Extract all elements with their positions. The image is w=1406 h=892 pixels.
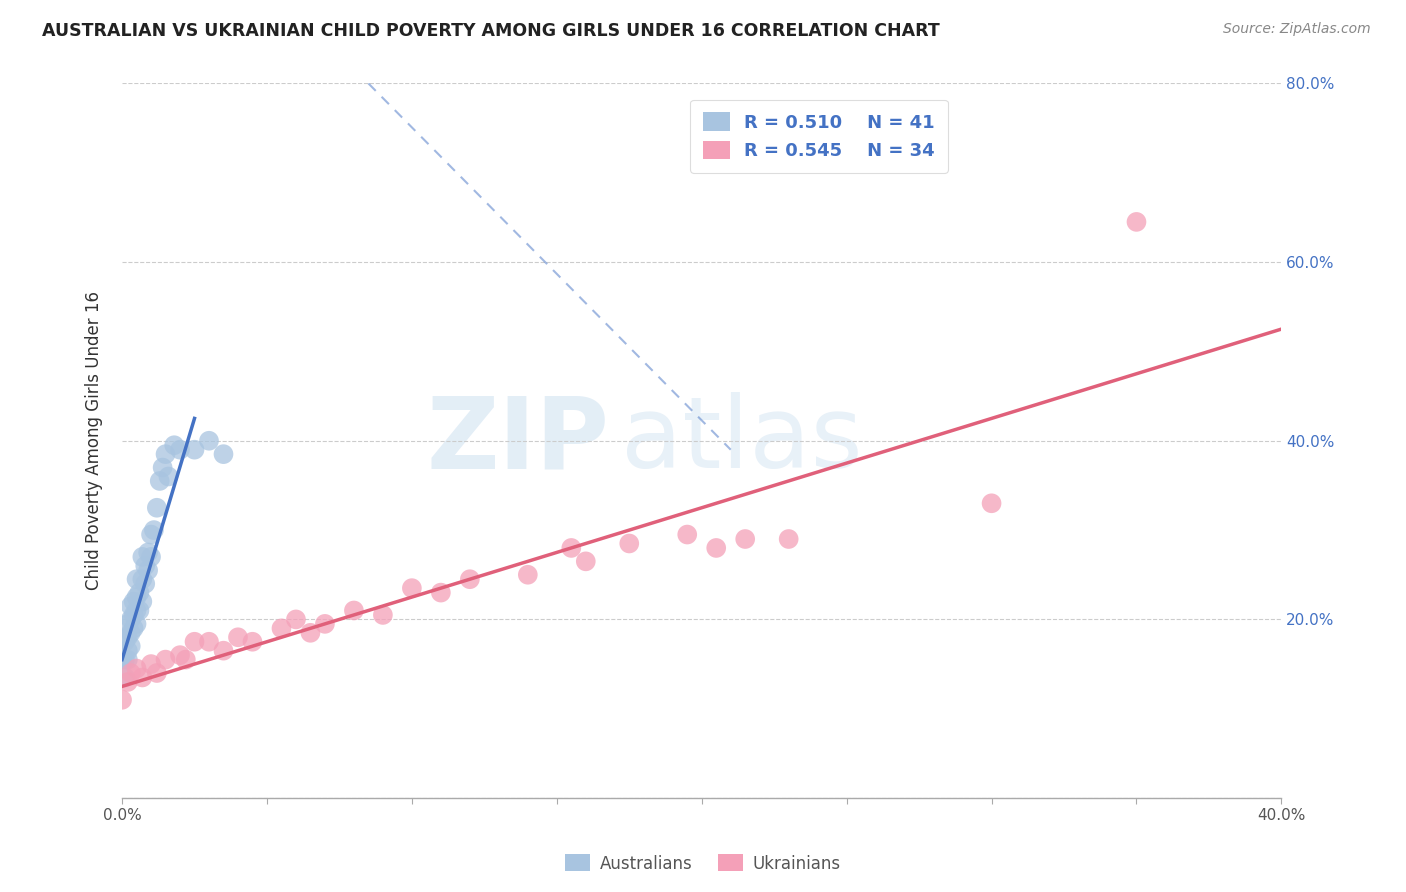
Point bbox=[117, 643, 139, 657]
Point bbox=[1125, 215, 1147, 229]
Point bbox=[134, 558, 156, 573]
Text: Source: ZipAtlas.com: Source: ZipAtlas.com bbox=[1223, 22, 1371, 37]
Point bbox=[183, 634, 205, 648]
Point bbox=[169, 648, 191, 662]
Point bbox=[120, 625, 142, 640]
Point bbox=[284, 612, 307, 626]
Point bbox=[128, 585, 150, 599]
Y-axis label: Child Poverty Among Girls Under 16: Child Poverty Among Girls Under 16 bbox=[86, 292, 103, 591]
Point bbox=[122, 594, 145, 608]
Point bbox=[734, 532, 756, 546]
Point bbox=[131, 594, 153, 608]
Point bbox=[676, 527, 699, 541]
Point bbox=[371, 607, 394, 622]
Point bbox=[174, 652, 197, 666]
Point bbox=[136, 545, 159, 559]
Point bbox=[575, 554, 598, 568]
Point bbox=[111, 652, 134, 666]
Point bbox=[120, 665, 142, 680]
Point bbox=[125, 603, 148, 617]
Point bbox=[242, 634, 264, 648]
Point bbox=[117, 616, 139, 631]
Point bbox=[169, 442, 191, 457]
Point bbox=[122, 621, 145, 635]
Point bbox=[125, 590, 148, 604]
Legend: R = 0.510    N = 41, R = 0.545    N = 34: R = 0.510 N = 41, R = 0.545 N = 34 bbox=[690, 100, 948, 173]
Point bbox=[516, 567, 538, 582]
Point bbox=[120, 639, 142, 653]
Point bbox=[980, 496, 1002, 510]
Text: atlas: atlas bbox=[620, 392, 862, 489]
Point bbox=[198, 634, 221, 648]
Point bbox=[139, 527, 162, 541]
Point bbox=[117, 630, 139, 644]
Point bbox=[131, 670, 153, 684]
Point bbox=[212, 643, 235, 657]
Point bbox=[125, 572, 148, 586]
Point bbox=[128, 603, 150, 617]
Point bbox=[226, 630, 249, 644]
Legend: Australians, Ukrainians: Australians, Ukrainians bbox=[558, 847, 848, 880]
Point bbox=[560, 541, 582, 555]
Point bbox=[198, 434, 221, 448]
Point bbox=[183, 442, 205, 457]
Point bbox=[142, 523, 165, 537]
Point bbox=[131, 572, 153, 586]
Point bbox=[155, 447, 177, 461]
Point bbox=[778, 532, 800, 546]
Point bbox=[458, 572, 481, 586]
Point bbox=[120, 612, 142, 626]
Text: AUSTRALIAN VS UKRAINIAN CHILD POVERTY AMONG GIRLS UNDER 16 CORRELATION CHART: AUSTRALIAN VS UKRAINIAN CHILD POVERTY AM… bbox=[42, 22, 941, 40]
Point bbox=[131, 549, 153, 564]
Point bbox=[401, 581, 423, 595]
Point bbox=[152, 460, 174, 475]
Point bbox=[163, 438, 186, 452]
Point bbox=[134, 576, 156, 591]
Point bbox=[157, 469, 180, 483]
Point bbox=[212, 447, 235, 461]
Point bbox=[125, 616, 148, 631]
Point bbox=[114, 670, 136, 684]
Point bbox=[343, 603, 366, 617]
Point bbox=[120, 599, 142, 613]
Point bbox=[430, 585, 453, 599]
Point bbox=[270, 621, 292, 635]
Point bbox=[117, 675, 139, 690]
Point bbox=[146, 500, 169, 515]
Point bbox=[122, 607, 145, 622]
Point bbox=[619, 536, 641, 550]
Point bbox=[114, 652, 136, 666]
Point bbox=[146, 665, 169, 680]
Point bbox=[149, 474, 172, 488]
Point bbox=[111, 693, 134, 707]
Point bbox=[139, 657, 162, 671]
Point bbox=[136, 563, 159, 577]
Point bbox=[114, 634, 136, 648]
Point bbox=[117, 652, 139, 666]
Point bbox=[125, 661, 148, 675]
Text: ZIP: ZIP bbox=[426, 392, 609, 489]
Point bbox=[299, 625, 322, 640]
Point bbox=[704, 541, 727, 555]
Point bbox=[139, 549, 162, 564]
Point bbox=[155, 652, 177, 666]
Point bbox=[314, 616, 336, 631]
